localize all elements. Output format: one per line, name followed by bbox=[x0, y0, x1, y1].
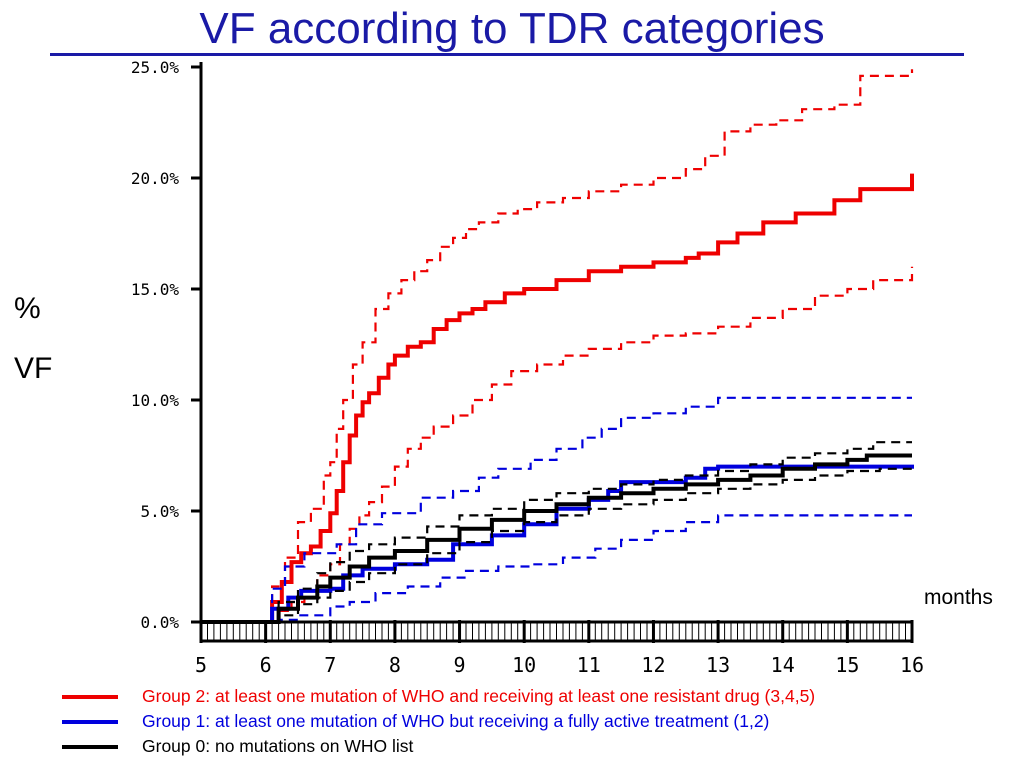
x-tick-label: 9 bbox=[454, 653, 466, 677]
series-group2-ci-1 bbox=[201, 69, 914, 624]
y-tick-label: 0.0% bbox=[140, 613, 179, 632]
series-group2-estimate bbox=[201, 173, 914, 624]
y-axis-symbol: % bbox=[14, 292, 41, 325]
x-tick-label: 7 bbox=[324, 653, 336, 677]
series-group2-ci-2 bbox=[201, 266, 914, 624]
series-group1-ci-5 bbox=[201, 514, 912, 624]
series-group1-ci-4 bbox=[201, 396, 912, 624]
x-tick-label: 14 bbox=[771, 653, 795, 677]
x-tick-label: 6 bbox=[260, 653, 272, 677]
chart-title: VF according to TDR categories bbox=[199, 4, 825, 53]
title-underline bbox=[50, 53, 964, 56]
y-axis-label: VF bbox=[14, 352, 53, 385]
series-group0-ci-8 bbox=[201, 466, 914, 624]
axes-layer: 0.0% 5.0% 10.0% 15.0% 20.0% 25.0% 5 6 7 8 9 10 11 12 1… bbox=[131, 58, 924, 677]
y-tick-label: 10.0% bbox=[131, 391, 180, 410]
legend-swatch-group0 bbox=[62, 745, 118, 749]
x-tick-label: 13 bbox=[706, 653, 730, 677]
series-layer bbox=[201, 69, 914, 624]
kaplan-meier-chart: 0.0% 5.0% 10.0% 15.0% 20.0% 25.0% 5 6 7 8 9 10 11 12 1… bbox=[131, 58, 924, 677]
x-tick-label: 11 bbox=[577, 653, 601, 677]
series-group0-estimate bbox=[201, 453, 912, 624]
x-tick-label: 10 bbox=[512, 653, 536, 677]
x-tick-label: 12 bbox=[641, 653, 665, 677]
series-group0-ci-7 bbox=[201, 441, 912, 624]
x-axis-unit-label: months bbox=[924, 586, 993, 609]
x-tick-label: 5 bbox=[195, 653, 207, 677]
legend-swatch-group2 bbox=[62, 695, 118, 699]
x-tick-label: 15 bbox=[835, 653, 859, 677]
legend-swatch-group1 bbox=[62, 720, 118, 724]
x-tick-label: 16 bbox=[900, 653, 924, 677]
legend-label-group0: Group 0: no mutations on WHO list bbox=[142, 736, 414, 756]
y-tick-label: 5.0% bbox=[140, 502, 179, 521]
y-tick-label: 20.0% bbox=[131, 169, 180, 188]
y-tick-label: 25.0% bbox=[131, 58, 180, 77]
y-tick-label: 15.0% bbox=[131, 280, 180, 299]
legend-label-group2: Group 2: at least one mutation of WHO an… bbox=[142, 686, 816, 706]
x-tick-label: 8 bbox=[389, 653, 401, 677]
legend-label-group1: Group 1: at least one mutation of WHO bu… bbox=[142, 711, 770, 731]
